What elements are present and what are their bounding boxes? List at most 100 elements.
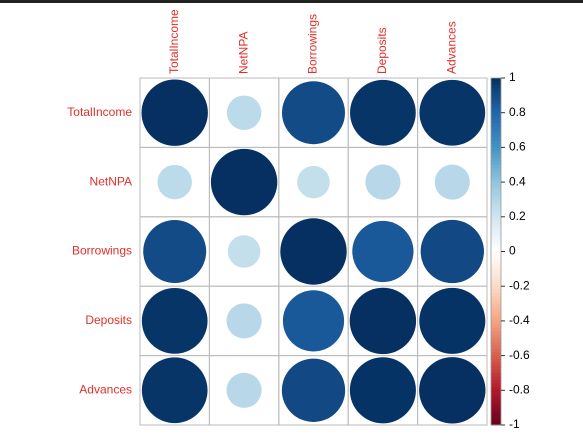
colorbar-segment xyxy=(491,352,501,357)
colorbar-segment xyxy=(491,248,501,252)
colorbar-tick-label: 0.6 xyxy=(509,140,526,154)
colorbar-segment xyxy=(491,143,501,148)
colorbar-segment xyxy=(491,334,501,339)
corr-circle xyxy=(419,357,486,424)
corr-circle xyxy=(280,218,347,285)
colorbar-tick-label: -0.4 xyxy=(509,313,530,327)
colorbar-segment xyxy=(491,227,501,232)
colorbar-segment xyxy=(491,251,501,256)
colorbar-segment xyxy=(491,237,501,242)
colorbar-segment xyxy=(491,293,501,298)
colorbar-segment xyxy=(491,355,501,360)
corr-circle xyxy=(210,148,278,216)
corr-circle xyxy=(141,79,208,146)
colorbar-segment xyxy=(491,345,501,350)
colorbar-segment xyxy=(491,261,501,266)
colorbar-tick-label: 0.8 xyxy=(509,105,526,119)
colorbar-segment xyxy=(491,150,501,155)
colorbar-segment xyxy=(491,147,501,152)
colorbar-segment xyxy=(491,199,501,204)
colorbar-segment xyxy=(491,379,501,384)
colorbar-segment xyxy=(491,275,501,280)
colorbar-segment xyxy=(491,404,501,409)
column-label: NetNPA xyxy=(236,32,250,74)
colorbar-segment xyxy=(491,119,501,124)
colorbar-segment xyxy=(491,289,501,294)
colorbar-segment xyxy=(491,372,501,377)
corr-circle xyxy=(434,164,470,200)
colorbar-segment xyxy=(491,282,501,287)
colorbar-segment xyxy=(491,397,501,402)
corr-circle xyxy=(227,235,261,268)
colorbar-segment xyxy=(491,185,501,190)
column-label: TotalIncome xyxy=(167,9,181,74)
colorbar-segment xyxy=(491,213,501,218)
colorbar-segment xyxy=(491,223,501,228)
colorbar-segment xyxy=(491,254,501,259)
colorbar-segment xyxy=(491,421,501,426)
colorbar-segment xyxy=(491,168,501,173)
corr-circle xyxy=(349,357,416,424)
corr-circle xyxy=(352,220,414,283)
colorbar-segment xyxy=(491,171,501,176)
colorbar-segment xyxy=(491,98,501,103)
colorbar-segment xyxy=(491,327,501,332)
colorbar-segment xyxy=(491,192,501,197)
top-strip xyxy=(0,0,583,3)
colorbar-segment xyxy=(491,407,501,412)
colorbar-segment xyxy=(491,258,501,263)
row-label: Advances xyxy=(79,382,132,396)
colorbar-segment xyxy=(491,324,501,329)
row-label: Borrowings xyxy=(72,244,132,258)
colorbar-segment xyxy=(491,130,501,135)
colorbar-segment xyxy=(491,230,501,235)
colorbar-tick-label: -0.2 xyxy=(509,278,530,292)
colorbar-segment xyxy=(491,414,501,419)
colorbar-segment xyxy=(491,303,501,308)
colorbar-segment xyxy=(491,386,501,391)
colorbar-segment xyxy=(491,286,501,291)
row-label: NetNPA xyxy=(90,174,132,188)
colorbar-segment xyxy=(491,296,501,301)
colorbar-segment xyxy=(491,136,501,141)
colorbar-tick-label: -0.6 xyxy=(509,348,530,362)
corr-circle xyxy=(350,79,416,146)
colorbar-segment xyxy=(491,202,501,207)
colorbar-tick-label: 0.2 xyxy=(509,209,526,223)
colorbar-segment xyxy=(491,154,501,159)
colorbar-segment xyxy=(491,341,501,346)
colorbar-segment xyxy=(491,393,501,398)
colorbar-segment xyxy=(491,331,501,336)
corr-circle xyxy=(365,164,401,200)
colorbar-segment xyxy=(491,209,501,214)
column-label: Advances xyxy=(444,21,458,74)
corr-circle xyxy=(419,287,486,354)
corr-circle xyxy=(419,79,486,146)
colorbar-segment xyxy=(491,411,501,416)
colorbar-segment xyxy=(491,307,501,311)
colorbar-segment xyxy=(491,206,501,211)
colorbar-segment xyxy=(491,348,501,353)
colorbar-segment xyxy=(491,272,501,277)
colorbar-segment xyxy=(491,362,501,367)
row-label: TotalIncome xyxy=(67,105,132,119)
column-label: Deposits xyxy=(375,27,389,74)
colorbar-segment xyxy=(491,123,501,128)
colorbar-segment xyxy=(491,157,501,162)
colorbar-segment xyxy=(491,220,501,225)
colorbar-segment xyxy=(491,369,501,374)
colorbar-segment xyxy=(491,175,501,180)
colorbar-segment xyxy=(491,265,501,270)
colorbar-segment xyxy=(491,338,501,343)
colorbar-segment xyxy=(491,105,501,110)
colorbar-segment xyxy=(491,112,501,117)
colorbar-tick-label: 0.4 xyxy=(509,174,526,188)
colorbar-segment xyxy=(491,189,501,194)
corr-circle xyxy=(226,303,262,339)
colorbar-segment xyxy=(491,195,501,200)
corr-circle xyxy=(143,220,207,283)
colorbar-tick-label: -0.8 xyxy=(509,382,530,396)
colorbar-segment xyxy=(491,178,501,183)
colorbar-segment xyxy=(491,102,501,107)
